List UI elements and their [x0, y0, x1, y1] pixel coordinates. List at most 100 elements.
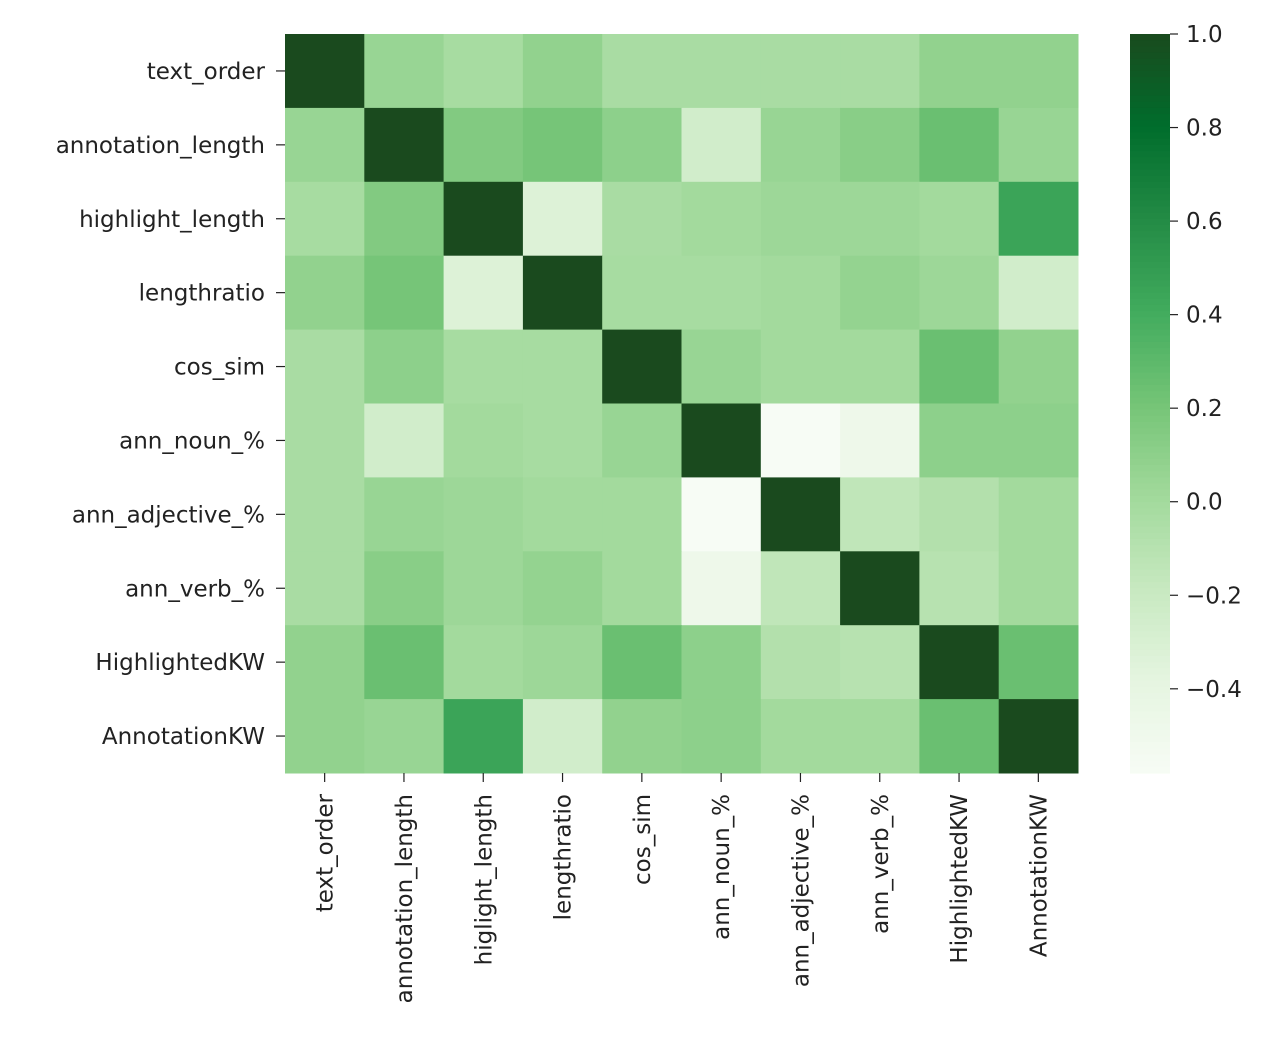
colorbar-segment: [1130, 298, 1170, 306]
colorbar-segment: [1130, 224, 1170, 232]
heatmap-cell: [998, 255, 1079, 331]
colorbar-segment: [1130, 483, 1170, 491]
colorbar-tick-label: −0.2: [1186, 583, 1242, 609]
colorbar-segment: [1130, 58, 1170, 66]
colorbar-segment: [1130, 649, 1170, 657]
heatmap-cell: [760, 107, 841, 183]
colorbar-segment: [1130, 255, 1170, 263]
colorbar-segment: [1130, 705, 1170, 713]
heatmap-cell: [602, 255, 682, 331]
heatmap-cell: [681, 477, 762, 552]
x-tick-label: ann_verb_%: [868, 794, 894, 934]
y-tick-label: cos_sim: [174, 355, 265, 381]
heatmap-cell: [364, 329, 445, 404]
colorbar-segment: [1130, 107, 1170, 115]
heatmap-cell: [602, 181, 682, 257]
colorbar-segment: [1130, 680, 1170, 688]
colorbar-segment: [1130, 446, 1170, 454]
x-tick-label: lengthratio: [551, 794, 577, 920]
colorbar-segment: [1130, 175, 1170, 183]
heatmap-cell: [443, 477, 524, 552]
heatmap-cell: [760, 403, 841, 478]
heatmap-cell: [760, 181, 841, 257]
heatmap-cell: [522, 181, 603, 257]
colorbar-segment: [1130, 329, 1170, 337]
colorbar-segment: [1130, 77, 1170, 84]
y-tick-label: lengthratio: [139, 281, 265, 307]
colorbar-segment: [1130, 341, 1170, 349]
heatmap-cell: [998, 551, 1079, 626]
heatmap-cell: [840, 34, 920, 109]
colorbar-segment: [1130, 64, 1170, 72]
heatmap-cell: [760, 625, 841, 700]
colorbar-segment: [1130, 391, 1170, 398]
colorbar-segment: [1130, 280, 1170, 288]
heatmap-cell: [443, 34, 524, 109]
colorbar-segment: [1130, 231, 1170, 238]
colorbar-segment: [1130, 163, 1170, 171]
colorbar-segment: [1130, 545, 1170, 552]
colorbar-segment: [1130, 612, 1170, 620]
colorbar-segment: [1130, 311, 1170, 318]
colorbar-segment: [1130, 114, 1170, 121]
heatmap-cell: [364, 34, 445, 109]
heatmap-cell: [285, 107, 365, 183]
colorbar-segment: [1130, 495, 1170, 503]
colorbar-segment: [1130, 606, 1170, 614]
heatmap-cell: [443, 107, 524, 183]
heatmap-cell: [364, 255, 445, 331]
colorbar-segment: [1130, 286, 1170, 294]
colorbar-segment: [1130, 249, 1170, 257]
heatmap-cell: [364, 477, 445, 552]
colorbar-segment: [1130, 132, 1170, 140]
heatmap-cell: [522, 107, 603, 183]
heatmap-cell: [919, 551, 1000, 626]
heatmap-cell: [285, 34, 365, 109]
colorbar-segment: [1130, 237, 1170, 244]
colorbar-segment: [1130, 502, 1170, 509]
heatmap-cell: [998, 625, 1079, 700]
colorbar-segment: [1130, 101, 1170, 109]
colorbar-segment: [1130, 729, 1170, 737]
x-tick-label: ann_noun_%: [709, 794, 735, 940]
heatmap-cell: [998, 107, 1079, 183]
heatmap-cell: [364, 181, 445, 257]
colorbar-segment: [1130, 421, 1170, 429]
colorbar-segment: [1130, 520, 1170, 528]
heatmap-cell: [285, 699, 365, 774]
heatmap-cell: [602, 477, 682, 552]
heatmap-cell: [919, 329, 1000, 404]
heatmap-cell: [681, 181, 762, 257]
colorbar-segment: [1130, 378, 1170, 386]
heatmap-cell: [602, 34, 682, 109]
x-axis-labels: text_order annotation_length higlight_leng…: [313, 773, 1052, 1003]
colorbar-tick-label: 1.0: [1186, 22, 1223, 48]
colorbar-segment: [1130, 637, 1170, 645]
heatmap-cell: [285, 181, 365, 257]
colorbar-segment: [1130, 335, 1170, 343]
y-tick-label: AnnotationKW: [102, 724, 265, 750]
colorbar-segment: [1130, 440, 1170, 448]
colorbar-segment: [1130, 551, 1170, 559]
colorbar-segment: [1130, 372, 1170, 380]
colorbar-segment: [1130, 323, 1170, 331]
y-tick-label: ann_noun_%: [119, 428, 265, 454]
colorbar-segment: [1130, 212, 1170, 220]
heatmap-cell: [285, 403, 365, 478]
heatmap-cell: [285, 477, 365, 552]
colorbar-segment: [1130, 403, 1170, 411]
colorbar-segment: [1130, 600, 1170, 608]
colorbar-segment: [1130, 95, 1170, 103]
heatmap-cell: [681, 255, 762, 331]
colorbar-segment: [1130, 206, 1170, 214]
colorbar-segment: [1130, 243, 1170, 251]
x-tick-label: higlight_length: [471, 794, 497, 965]
colorbar-segment: [1130, 766, 1170, 774]
heatmap-cell: [364, 551, 445, 626]
heatmap-cell: [602, 551, 682, 626]
heatmap-cell: [602, 699, 682, 774]
heatmap-cell: [840, 107, 920, 183]
colorbar-segment: [1130, 643, 1170, 651]
colorbar-segment: [1130, 292, 1170, 300]
